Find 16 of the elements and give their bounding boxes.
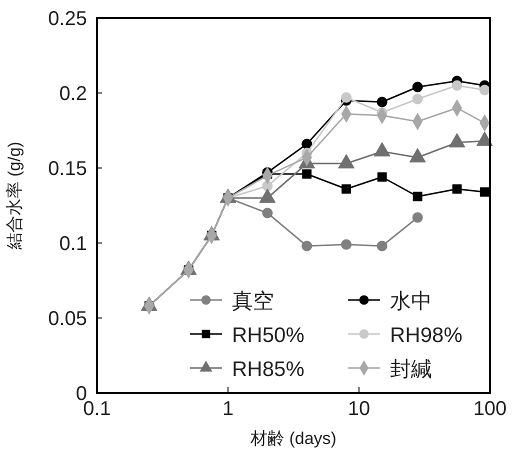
legend-label: RH50% — [232, 324, 304, 347]
legend-label: 水中 — [390, 290, 432, 313]
x-tick-label: 100 — [473, 398, 507, 420]
x-tick-label: 1 — [222, 398, 234, 420]
x-tick-label: 10 — [348, 398, 370, 420]
legend-label: RH98% — [390, 324, 462, 347]
y-tick-label: 0.25 — [48, 8, 87, 30]
legend-label: 封緘 — [390, 358, 432, 381]
legend-label: RH85% — [232, 358, 304, 381]
y-axis-title: 結合水率 (g/g) — [5, 142, 24, 250]
y-tick-label: 0.15 — [48, 158, 87, 180]
legend-label: 真空 — [232, 290, 274, 313]
x-axis-title: 材齢 (days) — [250, 429, 336, 448]
y-tick-label: 0.1 — [59, 233, 87, 255]
y-tick-label: 0.2 — [59, 83, 87, 105]
y-tick-label: 0.05 — [48, 308, 87, 330]
